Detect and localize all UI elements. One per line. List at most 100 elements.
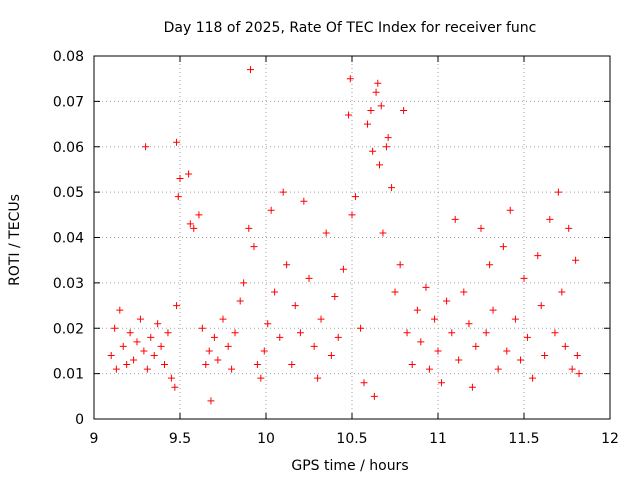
data-point <box>305 274 313 282</box>
data-point <box>377 102 385 110</box>
data-point <box>205 347 213 355</box>
data-point <box>190 224 198 232</box>
data-point <box>417 338 425 346</box>
data-point <box>133 338 141 346</box>
data-point <box>357 324 365 332</box>
data-point <box>334 333 342 341</box>
y-tick-label: 0.07 <box>53 94 84 110</box>
data-point <box>224 342 232 350</box>
data-point <box>130 356 138 364</box>
data-point <box>167 374 175 382</box>
y-tick-label: 0.01 <box>53 367 84 383</box>
x-tick-label: 10.5 <box>336 431 367 447</box>
data-point <box>367 106 375 114</box>
data-point <box>372 88 380 96</box>
data-point <box>136 315 144 323</box>
data-point <box>240 279 248 287</box>
data-point <box>176 175 184 183</box>
data-point <box>511 315 519 323</box>
data-point <box>360 379 368 387</box>
data-point <box>565 224 573 232</box>
data-point <box>339 265 347 273</box>
data-point <box>434 347 442 355</box>
data-point <box>529 374 537 382</box>
data-point <box>173 302 181 310</box>
data-point <box>413 306 421 314</box>
data-point <box>327 351 335 359</box>
data-point <box>236 297 244 305</box>
data-point <box>107 351 115 359</box>
y-tick-label: 0.02 <box>53 321 84 337</box>
data-point <box>537 302 545 310</box>
y-tick-label: 0 <box>75 412 84 428</box>
data-point <box>376 161 384 169</box>
data-point <box>431 315 439 323</box>
data-point <box>403 329 411 337</box>
data-point <box>346 75 354 83</box>
x-tick-label: 11.5 <box>508 431 539 447</box>
data-point <box>388 184 396 192</box>
data-point <box>517 356 525 364</box>
data-point <box>173 138 181 146</box>
data-point <box>231 329 239 337</box>
data-point <box>551 329 559 337</box>
data-point <box>283 261 291 269</box>
axis-ticks: 9 9.5 10 10.5 11 11.5 12 0 0.01 0.02 0.03 0.04 0.05 0… <box>53 49 619 447</box>
data-point <box>408 361 416 369</box>
data-point <box>164 329 172 337</box>
data-point <box>123 361 131 369</box>
data-point <box>147 333 155 341</box>
data-point <box>468 383 476 391</box>
data-point <box>575 370 583 378</box>
data-point <box>279 188 287 196</box>
y-tick-label: 0.03 <box>53 276 84 292</box>
data-point <box>142 143 150 151</box>
data-point <box>161 361 169 369</box>
data-point <box>171 383 179 391</box>
data-point <box>219 315 227 323</box>
data-point <box>572 256 580 264</box>
data-point <box>396 261 404 269</box>
data-point <box>247 66 255 74</box>
data-point <box>554 188 562 196</box>
data-point <box>150 351 158 359</box>
data-point <box>561 342 569 350</box>
data-point <box>374 79 382 87</box>
data-point <box>260 347 268 355</box>
data-point <box>443 297 451 305</box>
data-point <box>116 306 124 314</box>
data-point <box>499 243 507 251</box>
data-point <box>228 365 236 373</box>
data-point <box>370 392 378 400</box>
data-point <box>140 347 148 355</box>
data-point <box>546 215 554 223</box>
data-point <box>455 356 463 364</box>
data-point <box>245 224 253 232</box>
data-point <box>310 342 318 350</box>
data-point <box>472 342 480 350</box>
data-point <box>250 243 258 251</box>
data-point <box>494 365 502 373</box>
data-points <box>107 66 583 405</box>
data-point <box>111 324 119 332</box>
x-tick-label: 11 <box>429 431 447 447</box>
data-point <box>198 324 206 332</box>
data-point <box>271 288 279 296</box>
data-point <box>331 292 339 300</box>
data-point <box>210 333 218 341</box>
data-point <box>195 211 203 219</box>
data-point <box>503 347 511 355</box>
data-point <box>119 342 127 350</box>
x-tick-label: 10 <box>257 431 275 447</box>
data-point <box>207 397 215 405</box>
data-point <box>534 252 542 260</box>
data-point <box>465 320 473 328</box>
data-point <box>291 302 299 310</box>
data-point <box>351 193 359 201</box>
x-tick-label: 9.5 <box>169 431 191 447</box>
data-point <box>573 351 581 359</box>
data-point <box>143 365 151 373</box>
data-point <box>185 170 193 178</box>
x-axis-label: GPS time / hours <box>291 458 408 474</box>
